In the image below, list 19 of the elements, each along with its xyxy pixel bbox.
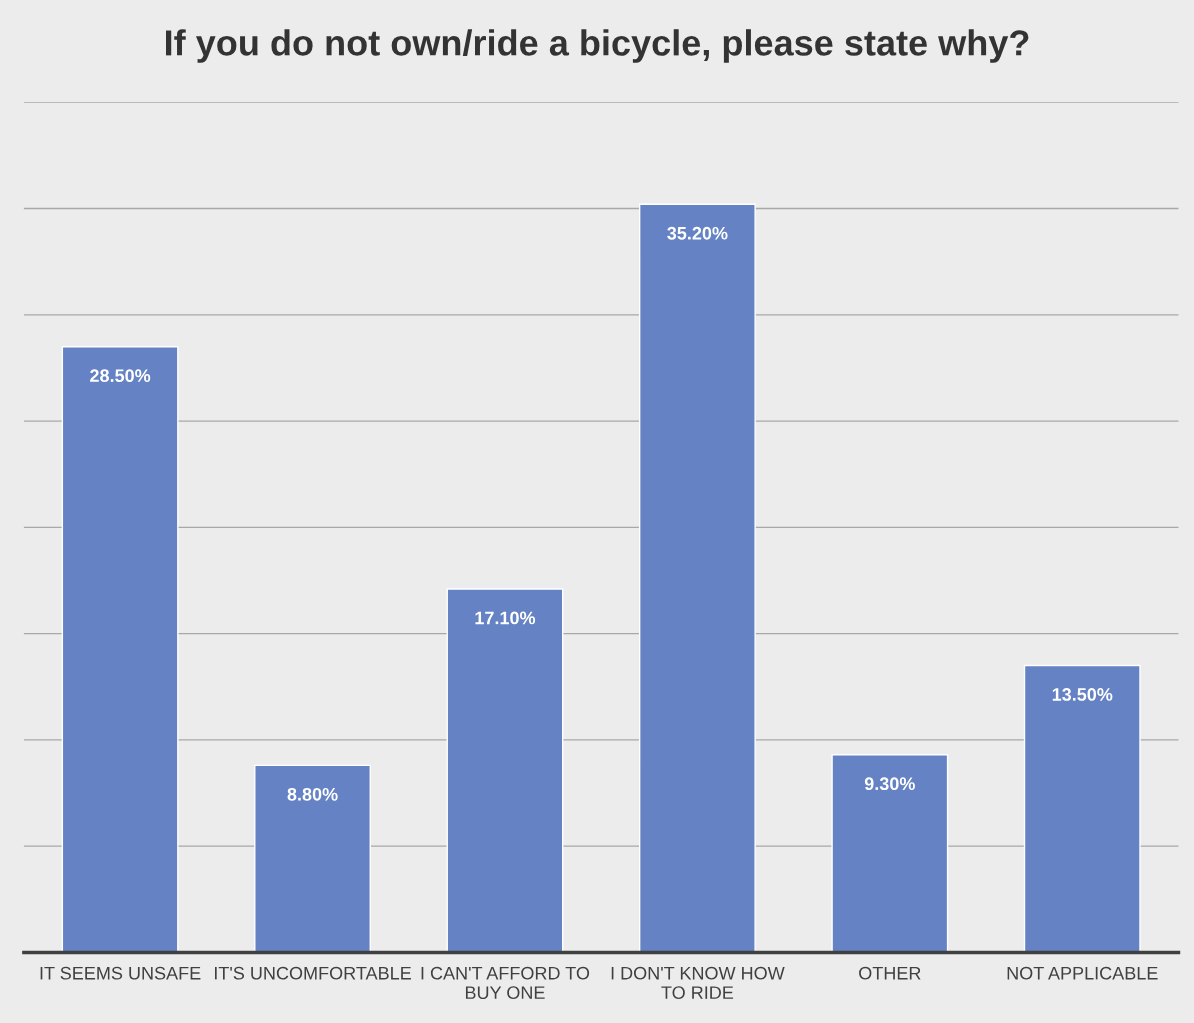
- x-tick-label: NOT APPLICABLE: [1007, 966, 1158, 980]
- data-label: 9.30%: [864, 777, 915, 791]
- data-label: 8.80%: [287, 787, 338, 801]
- bar: [831, 754, 949, 953]
- bar: [638, 203, 756, 953]
- x-tick-label: IT'S UNCOMFORTABLE: [214, 966, 411, 980]
- x-tick-label: IT SEEMS UNSAFE: [40, 966, 201, 980]
- x-tick-label: OTHER: [859, 966, 921, 980]
- data-label: 13.50%: [1052, 688, 1113, 701]
- data-label: 35.20%: [667, 226, 728, 240]
- bar: [254, 764, 371, 953]
- data-label: 17.10%: [475, 611, 536, 625]
- bar: [61, 346, 179, 953]
- bar: [446, 588, 564, 953]
- x-tick-label: I CAN'T AFFORD TO BUY ONE: [421, 966, 590, 1000]
- data-label: 28.50%: [90, 369, 151, 383]
- x-tick-label: I DON'T KNOW HOW TO RIDE: [611, 966, 785, 1000]
- chart-title: If you do not own/ride a bicycle, please state why?: [166, 29, 1029, 63]
- bar: [1023, 664, 1141, 953]
